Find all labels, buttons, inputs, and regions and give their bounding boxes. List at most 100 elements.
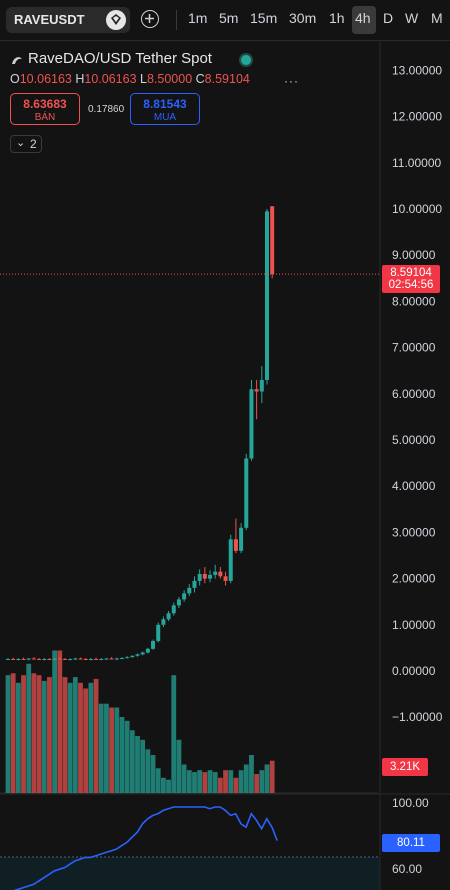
volume-value-tag: 3.21K: [382, 758, 428, 776]
plus-icon: [145, 14, 154, 23]
volume-bar: [192, 772, 197, 793]
symbol-logo-icon: [12, 57, 22, 64]
price-chart[interactable]: 13.00000 12.00000 11.00000 10.00000 9.00000 8…: [0, 41, 450, 890]
candle-body: [249, 389, 254, 459]
volume-bar: [5, 675, 11, 793]
candle-body: [135, 654, 140, 656]
timeframe-1m[interactable]: 1m: [188, 10, 208, 26]
indicators-toggle-button[interactable]: ⌄ 2: [10, 135, 42, 153]
volume-bar: [83, 688, 89, 793]
volume-bar: [67, 682, 73, 793]
timeframe-m[interactable]: M: [431, 10, 443, 26]
symbol-title[interactable]: RaveDAO/USD Tether Spot: [28, 50, 212, 67]
candle-body: [73, 658, 78, 660]
candle-body: [208, 574, 213, 579]
volume-bar: [57, 650, 63, 793]
toolbar-separator: [176, 10, 177, 30]
low-value: 8.50000: [146, 72, 193, 86]
candle-body: [16, 658, 21, 660]
candle-body: [254, 389, 259, 392]
candle-body: [130, 655, 135, 658]
volume-bar: [161, 777, 166, 793]
price-axis-label: 4.00000: [392, 479, 436, 493]
high-value: 10.06163: [84, 72, 137, 86]
volume-bar: [47, 677, 52, 793]
timeframe-d[interactable]: D: [383, 10, 394, 26]
volume-bar: [249, 755, 254, 793]
volume-bar: [207, 770, 213, 793]
volume-bar: [140, 739, 146, 793]
timeframe-15m[interactable]: 15m: [250, 10, 278, 26]
sell-button[interactable]: 8.63683 BÁN: [10, 93, 80, 125]
rsi-axis-label: 100.00: [392, 796, 429, 810]
rsi-layer: [13, 806, 278, 890]
price-axis-label: −1.00000: [392, 710, 443, 724]
open-value: 10.06163: [19, 72, 72, 86]
volume-bar: [72, 677, 78, 793]
price-axis-label: 10.00000: [392, 202, 442, 216]
symbol-selector[interactable]: RAVEUSDT: [6, 7, 130, 33]
timeframe-w[interactable]: W: [405, 10, 419, 26]
candle-body: [213, 571, 218, 575]
volume-bar: [129, 730, 135, 793]
volume-bar: [41, 680, 47, 793]
volume-bar: [114, 707, 120, 793]
volume-bar: [212, 772, 218, 793]
buy-price: 8.81543: [143, 97, 187, 111]
volume-bar: [186, 770, 192, 793]
sell-price: 8.63683: [23, 97, 67, 111]
volume-bar: [21, 675, 26, 793]
timeframe-4h[interactable]: 4h: [355, 10, 371, 26]
volume-bar: [202, 772, 208, 793]
price-axis-label: 12.00000: [392, 110, 442, 124]
price-axis-label: 8.00000: [392, 294, 436, 308]
timeframe-1h[interactable]: 1h: [329, 10, 345, 26]
candle-body: [47, 658, 52, 660]
price-axis-label: 13.00000: [392, 63, 442, 77]
candle-body: [31, 658, 36, 660]
candle-body: [259, 379, 264, 392]
last-price-value: 8.59104: [390, 267, 432, 280]
candle-body: [244, 458, 249, 528]
buy-label: MUA: [153, 112, 177, 123]
ohlc-readout: O10.06163 H10.06163 L8.50000 C8.59104: [10, 72, 250, 86]
volume-bar: [259, 770, 265, 793]
candle-body: [218, 571, 223, 577]
price-axis-label: 2.00000: [392, 572, 436, 586]
volume-bar: [119, 717, 125, 793]
timeframe-5m[interactable]: 5m: [219, 10, 239, 26]
buy-button[interactable]: 8.81543 MUA: [130, 93, 200, 125]
candle-body: [239, 527, 244, 551]
price-axis-label: 0.00000: [392, 664, 436, 678]
candle-body: [265, 211, 269, 380]
indicator-count: 2: [30, 137, 37, 151]
price-axis-layer: 13.00000 12.00000 11.00000 10.00000 9.00000 8…: [392, 63, 443, 876]
candle-body: [202, 573, 207, 579]
volume-bar: [78, 682, 83, 793]
candle-countdown: 02:54:56: [388, 279, 434, 292]
candle-body: [156, 624, 161, 641]
timeframe-30m[interactable]: 30m: [289, 10, 317, 26]
candle-body: [182, 593, 187, 600]
candle-body: [68, 658, 73, 660]
last-price-tag: 8.59104 02:54:56: [382, 265, 440, 294]
candle-body: [62, 658, 67, 660]
candle-body: [88, 658, 93, 660]
candle-body: [94, 658, 99, 660]
volume-bar: [10, 673, 16, 793]
volume-bar: [36, 675, 42, 793]
volume-bar: [233, 777, 239, 793]
more-options-icon[interactable]: ···: [284, 74, 299, 88]
close-key: C: [195, 72, 205, 86]
volume-bar: [145, 749, 151, 793]
volume-bar: [31, 673, 37, 793]
add-symbol-button[interactable]: [141, 10, 159, 28]
price-axis-label: 7.00000: [392, 341, 436, 355]
candle-body: [114, 658, 119, 660]
volume-bar: [124, 720, 130, 793]
volume-bar: [171, 675, 177, 793]
volume-bar: [176, 739, 182, 793]
open-key: O: [10, 72, 20, 86]
price-axis-label: 11.00000: [392, 156, 441, 170]
volume-bar: [223, 770, 228, 793]
